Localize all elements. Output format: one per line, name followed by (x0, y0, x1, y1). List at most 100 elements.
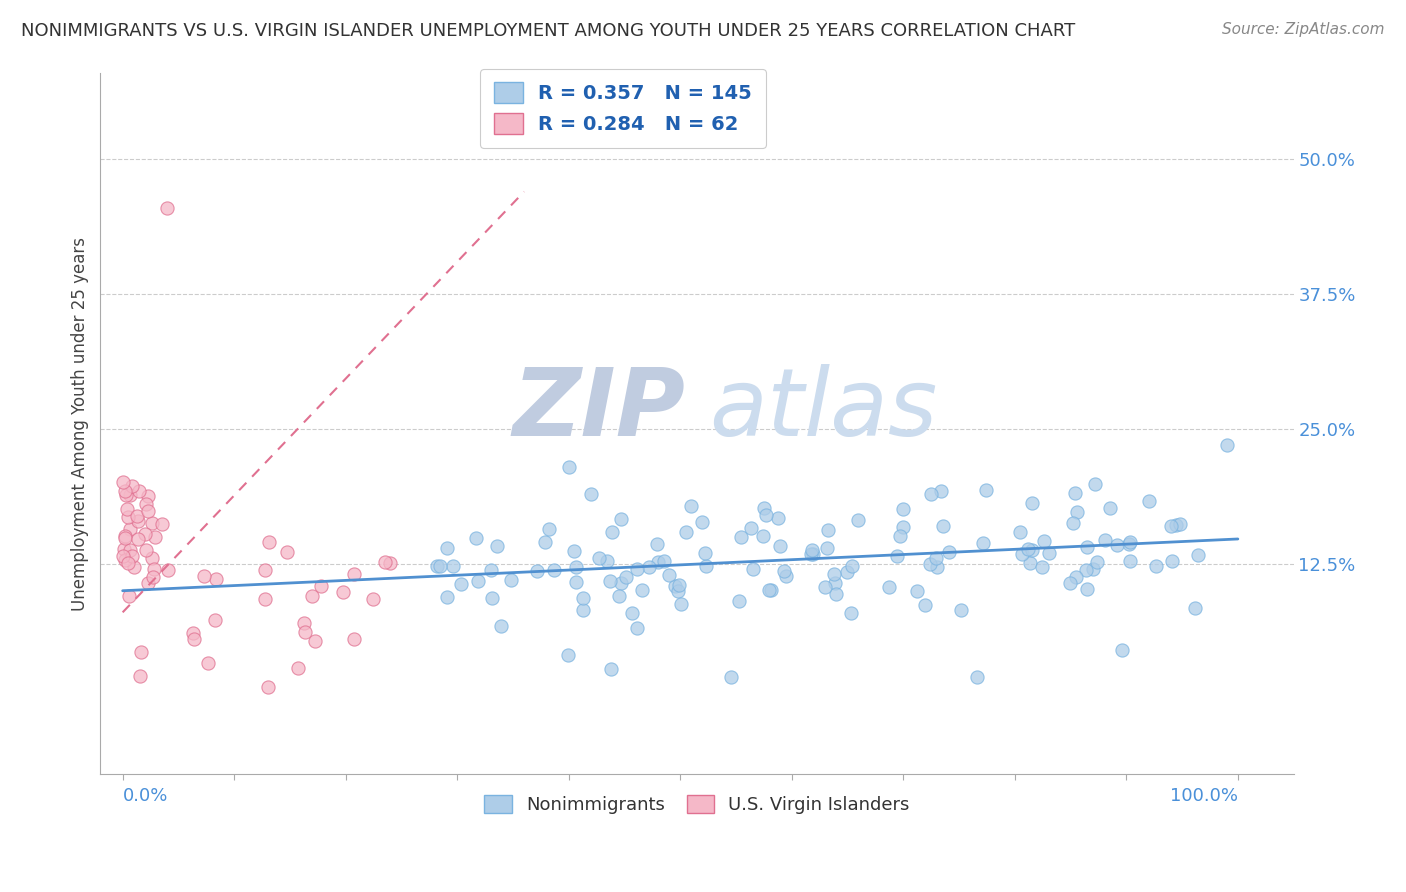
Point (256, 681, 278, 695)
Point (664, 579, 686, 593)
Point (1094, 533, 1116, 548)
Point (1160, 518, 1182, 533)
Point (332, 585, 354, 599)
Point (441, 559, 464, 574)
Point (117, 556, 139, 570)
Point (588, 551, 610, 566)
Point (1062, 516, 1084, 530)
Point (626, 621, 648, 635)
Point (645, 537, 668, 551)
Point (1076, 540, 1098, 554)
Y-axis label: Unemployment Among Youth under 25 years: Unemployment Among Youth under 25 years (72, 236, 89, 610)
Point (1084, 477, 1107, 491)
Point (111, 549, 134, 563)
Point (630, 583, 652, 598)
Point (728, 594, 751, 608)
Point (125, 509, 148, 524)
Point (599, 662, 621, 676)
Point (1064, 486, 1087, 500)
Point (128, 483, 150, 498)
Point (824, 575, 846, 590)
Point (534, 534, 557, 549)
Point (1038, 546, 1060, 560)
Point (204, 613, 226, 627)
Point (695, 559, 717, 574)
Point (914, 598, 936, 612)
Point (1184, 600, 1206, 615)
Point (1119, 535, 1142, 549)
Point (924, 550, 946, 565)
Point (1099, 501, 1122, 516)
Point (557, 648, 579, 663)
Point (301, 589, 323, 603)
Point (607, 589, 630, 603)
Point (378, 556, 401, 570)
Legend: Nonimmigrants, U.S. Virgin Islanders: Nonimmigrants, U.S. Virgin Islanders (474, 784, 921, 825)
Point (481, 563, 503, 577)
Point (1059, 576, 1081, 591)
Point (800, 543, 823, 558)
Point (730, 530, 752, 544)
Point (486, 539, 509, 553)
Text: 0.0%: 0.0% (122, 787, 169, 805)
Point (801, 547, 824, 561)
Point (668, 578, 690, 592)
Point (120, 522, 142, 536)
Point (1161, 554, 1184, 568)
Point (156, 201, 179, 215)
Text: atlas: atlas (709, 364, 938, 455)
Point (1081, 562, 1104, 576)
Point (766, 511, 789, 525)
Point (136, 503, 159, 517)
Point (562, 544, 585, 558)
Point (929, 483, 952, 498)
Point (905, 584, 928, 599)
Point (118, 488, 141, 502)
Point (1139, 494, 1161, 508)
Point (481, 591, 503, 605)
Point (679, 500, 702, 514)
Point (117, 510, 139, 524)
Point (129, 669, 152, 683)
Text: ZIP: ZIP (512, 364, 685, 456)
Point (343, 632, 366, 647)
Point (114, 531, 136, 545)
Point (1011, 547, 1033, 561)
Point (135, 543, 157, 558)
Point (823, 567, 845, 582)
Point (157, 563, 180, 577)
Point (197, 656, 219, 670)
Point (891, 501, 914, 516)
Point (654, 554, 676, 568)
Point (839, 607, 862, 621)
Point (436, 591, 458, 605)
Point (1033, 533, 1056, 548)
Point (118, 589, 141, 603)
Point (759, 582, 782, 597)
Point (309, 579, 332, 593)
Point (115, 502, 138, 516)
Point (193, 568, 215, 582)
Point (835, 565, 858, 579)
Point (294, 624, 316, 639)
Point (595, 554, 617, 568)
Point (920, 486, 942, 500)
Point (879, 580, 901, 594)
Point (143, 562, 166, 576)
Point (1066, 569, 1088, 583)
Point (429, 559, 451, 574)
Point (758, 582, 780, 597)
Point (121, 478, 143, 492)
Point (489, 619, 512, 633)
Point (572, 603, 595, 617)
Point (1166, 518, 1188, 533)
Point (675, 525, 697, 540)
Point (671, 598, 693, 612)
Point (111, 475, 134, 490)
Point (932, 519, 955, 533)
Point (143, 530, 166, 544)
Point (183, 632, 205, 646)
Point (1085, 555, 1108, 569)
Point (363, 591, 385, 606)
Point (938, 545, 960, 559)
